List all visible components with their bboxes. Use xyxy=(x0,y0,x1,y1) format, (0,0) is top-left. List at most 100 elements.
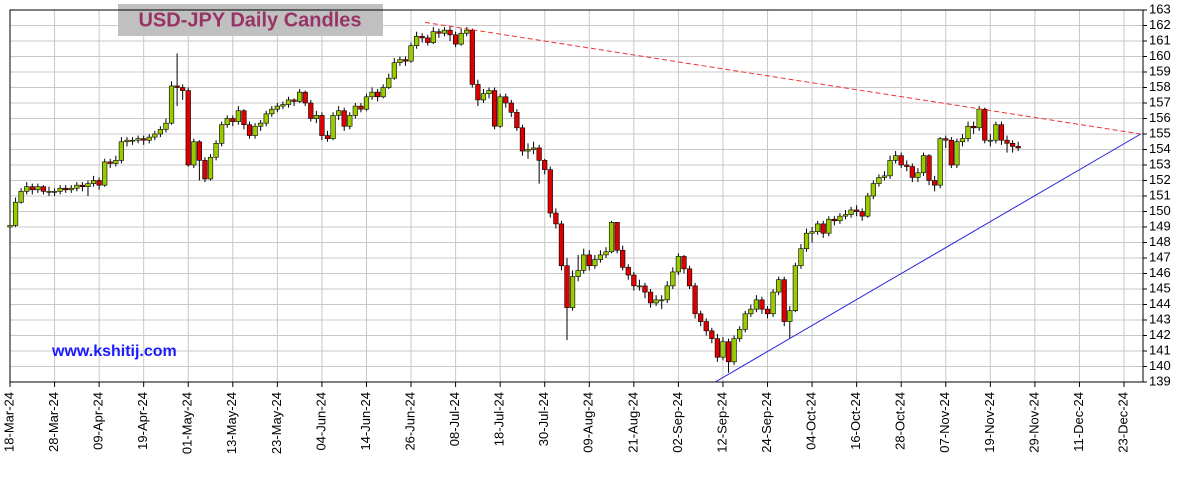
x-tick-label: 18-Mar-24 xyxy=(1,392,16,452)
candle-body xyxy=(954,141,960,166)
candle-body xyxy=(776,279,782,293)
candle-body xyxy=(480,93,487,101)
candle-body xyxy=(336,110,342,116)
candle-body xyxy=(636,285,643,288)
candle-body xyxy=(742,313,748,330)
candle-body xyxy=(263,113,269,124)
candle-body xyxy=(926,155,932,181)
candle-body xyxy=(152,133,158,138)
candle-body xyxy=(408,45,414,62)
y-tick-label: 155 xyxy=(1149,125,1171,140)
y-tick-label: 143 xyxy=(1149,311,1171,326)
candle-body xyxy=(620,249,626,268)
candle-body xyxy=(770,291,776,315)
candle-body xyxy=(837,215,843,222)
candle-body xyxy=(29,186,35,191)
x-tick-label: 26-Jun-24 xyxy=(402,392,417,451)
candle-body xyxy=(937,138,943,186)
trend-line xyxy=(424,21,1141,135)
y-tick-label: 145 xyxy=(1149,280,1171,295)
y-tick-label: 148 xyxy=(1149,234,1171,249)
candle-body xyxy=(603,251,609,256)
candle-body xyxy=(414,36,420,46)
candle-body xyxy=(982,108,988,141)
candle-body xyxy=(196,141,202,161)
x-tick-label: 14-Jun-24 xyxy=(358,392,373,451)
candle-body xyxy=(764,308,771,315)
candle-body xyxy=(993,124,999,141)
candle-body xyxy=(469,29,475,85)
candle-body xyxy=(452,34,459,45)
x-tick-label: 28-Mar-24 xyxy=(46,392,61,452)
candle-body xyxy=(959,138,966,143)
candle-body xyxy=(920,155,927,174)
chart-title: USD-JPY Daily Candles xyxy=(138,9,361,31)
x-tick-label: 28-Oct-24 xyxy=(893,392,908,450)
candle-body xyxy=(631,274,637,287)
candle-body xyxy=(352,105,358,116)
y-tick-label: 144 xyxy=(1149,296,1171,311)
candle-body xyxy=(146,136,152,141)
x-tick-label: 29-Nov-24 xyxy=(1026,392,1041,453)
candle-body xyxy=(391,62,397,79)
candle-body xyxy=(419,36,425,39)
candle-body xyxy=(508,102,514,113)
candle-body xyxy=(898,155,904,166)
candle-body xyxy=(820,223,826,234)
candle-body xyxy=(447,29,453,36)
candle-body xyxy=(202,160,208,180)
candle-body xyxy=(191,141,197,166)
x-tick-label: 24-Sep-24 xyxy=(759,392,774,453)
candle-body xyxy=(441,29,448,34)
x-tick-label: 11-Dec-24 xyxy=(1071,392,1086,452)
candle-body xyxy=(107,161,113,164)
candle-body xyxy=(185,90,191,166)
y-tick-label: 162 xyxy=(1149,17,1171,32)
candle-body xyxy=(458,32,464,45)
candle-body xyxy=(887,160,893,177)
candle-body xyxy=(681,256,687,270)
y-tick-label: 142 xyxy=(1149,327,1171,342)
candle-body xyxy=(870,183,876,197)
candle-body xyxy=(464,29,470,34)
candle-body xyxy=(252,125,258,136)
candle-body xyxy=(135,138,141,141)
candle-body xyxy=(854,209,860,212)
candle-body xyxy=(698,313,704,322)
candle-body xyxy=(904,164,910,167)
candle-body xyxy=(826,218,832,234)
candle-body xyxy=(987,139,993,142)
candle-body xyxy=(614,222,620,251)
candle-body xyxy=(213,143,219,158)
candle-body xyxy=(692,285,698,315)
candle-body xyxy=(63,187,69,191)
candle-body xyxy=(141,138,147,141)
trend-line xyxy=(714,133,1141,383)
candle-body xyxy=(319,115,325,136)
candle-body xyxy=(157,129,163,135)
y-tick-label: 147 xyxy=(1149,249,1171,264)
candle-body xyxy=(324,135,331,139)
candle-body xyxy=(815,223,821,232)
y-tick-label: 158 xyxy=(1149,79,1171,94)
candle-body xyxy=(180,87,186,91)
y-tick-label: 150 xyxy=(1149,203,1171,218)
candle-body xyxy=(876,177,882,184)
x-tick-label: 21-Aug-24 xyxy=(625,392,640,453)
candle-body xyxy=(686,268,693,287)
y-tick-label: 149 xyxy=(1149,218,1171,233)
candle-body xyxy=(330,115,336,139)
candle-body xyxy=(865,195,871,217)
candle-body xyxy=(380,87,386,98)
y-tick-label: 160 xyxy=(1149,48,1171,63)
candle-body xyxy=(363,96,370,110)
candle-body xyxy=(347,115,353,127)
candle-body xyxy=(375,91,381,98)
candle-body xyxy=(291,99,297,102)
plot-frame xyxy=(9,9,1144,383)
candle-body xyxy=(809,231,815,234)
candle-body xyxy=(369,91,375,98)
candle-body xyxy=(709,330,715,339)
